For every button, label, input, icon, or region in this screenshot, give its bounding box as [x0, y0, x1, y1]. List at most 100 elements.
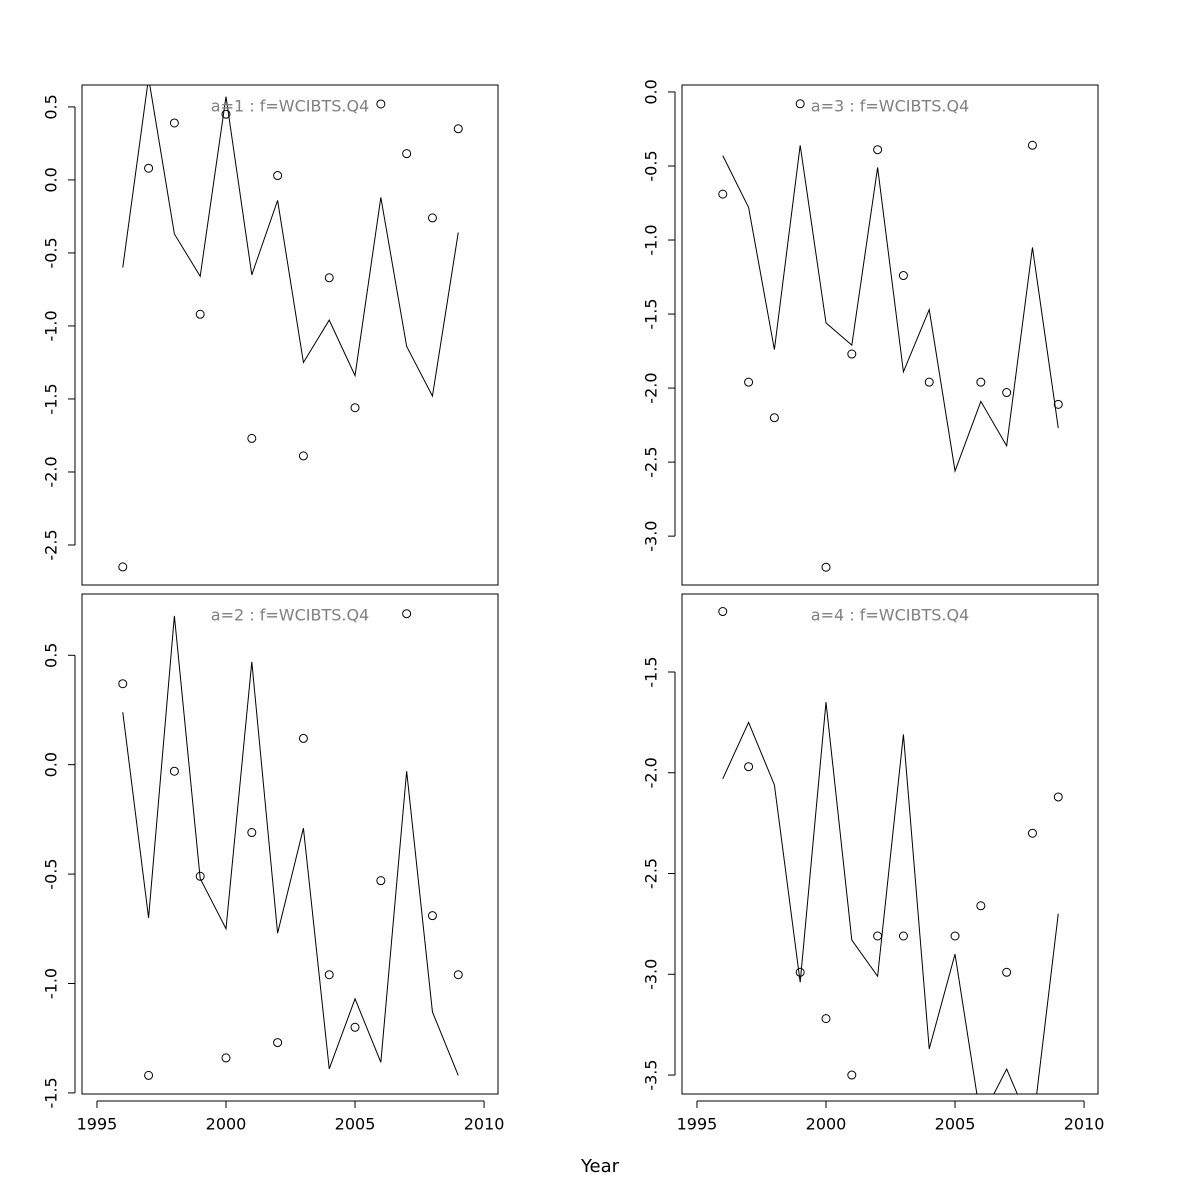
observed-point — [1053, 792, 1063, 802]
plot-frame — [81, 84, 499, 586]
y-tick-label: -2.0 — [642, 372, 661, 403]
observed-point — [350, 403, 360, 413]
y-tick-label: -1.0 — [42, 968, 61, 999]
observed-point — [402, 609, 412, 619]
panel-title: a=2 : f=WCIBTS.Q4 — [211, 606, 369, 625]
observed-point — [195, 871, 205, 881]
fit-line — [722, 145, 1059, 473]
panel-title: a=4 : f=WCIBTS.Q4 — [811, 606, 969, 625]
observed-point — [247, 433, 257, 443]
observed-point — [1027, 140, 1037, 150]
y-tick-label: -1.5 — [42, 1077, 61, 1108]
plot-area — [718, 607, 1063, 1094]
y-tick-label: -2.5 — [42, 529, 61, 560]
y-tick-label: -3.5 — [642, 1059, 661, 1090]
x-tick-label: 1995 — [677, 1115, 718, 1134]
observed-point — [298, 451, 308, 461]
observed-point — [376, 99, 386, 109]
observed-point — [376, 876, 386, 886]
y-tick-label: 0.5 — [42, 94, 61, 119]
observed-point — [847, 1070, 857, 1080]
y-tick-label: -0.5 — [42, 237, 61, 268]
panel: a=1 : f=WCIBTS.Q4 0.5 0.0 -0.5 -1.0 -1.5 -2.0 -… — [42, 84, 499, 586]
observed-point — [402, 149, 412, 159]
panel-title: a=1 : f=WCIBTS.Q4 — [211, 97, 369, 116]
y-tick-label: 0.0 — [642, 79, 661, 104]
observed-point — [427, 213, 437, 223]
y-tick-label: -1.5 — [42, 383, 61, 414]
observed-point — [924, 377, 934, 387]
observed-point — [324, 273, 334, 283]
observed-point — [718, 189, 728, 199]
x-tick-label: 2005 — [935, 1115, 976, 1134]
y-tick-label: -0.5 — [42, 858, 61, 889]
y-tick-label: 0.0 — [42, 752, 61, 777]
observed-point — [898, 931, 908, 941]
observed-point — [1002, 967, 1012, 977]
observed-point — [221, 1053, 231, 1063]
y-tick-label: -3.0 — [642, 521, 661, 552]
x-tick-label: 2010 — [1064, 1115, 1105, 1134]
fit-line — [122, 615, 459, 1076]
panel: a=2 : f=WCIBTS.Q4 0.5 0.0 -0.5 -1.0 -1.5 1995 2… — [42, 593, 505, 1134]
y-tick-label: -2.0 — [42, 456, 61, 487]
plot-area — [118, 609, 463, 1080]
observed-point — [976, 377, 986, 387]
observed-point — [118, 679, 128, 689]
observed-point — [169, 766, 179, 776]
x-axis-label: Year — [580, 1156, 620, 1177]
observed-point — [273, 171, 283, 181]
observed-point — [795, 99, 805, 109]
observed-point — [453, 124, 463, 134]
observed-point — [118, 562, 128, 572]
observed-point — [144, 163, 154, 173]
observed-point — [898, 271, 908, 281]
plot-frame — [81, 593, 499, 1095]
y-tick-label: -1.5 — [642, 656, 661, 687]
observed-point — [453, 970, 463, 980]
observed-point — [873, 145, 883, 155]
fit-line — [722, 702, 1059, 1094]
y-tick-label: -2.5 — [642, 858, 661, 889]
observed-point — [324, 970, 334, 980]
observed-point — [873, 931, 883, 941]
observed-point — [1053, 399, 1063, 409]
observed-point — [795, 967, 805, 977]
x-tick-label: 2010 — [464, 1115, 505, 1134]
observed-point — [1002, 388, 1012, 398]
y-tick-label: -1.0 — [42, 310, 61, 341]
observed-point — [976, 901, 986, 911]
y-tick-label: -3.0 — [642, 959, 661, 990]
observed-point — [821, 562, 831, 572]
panel: a=3 : f=WCIBTS.Q4 0.0 -0.5 -1.0 -1.5 -2.0 -2.5… — [642, 79, 1099, 586]
y-tick-label: 0.0 — [42, 167, 61, 192]
plot-area — [118, 85, 463, 572]
plot-frame — [681, 593, 1099, 1095]
observed-point — [821, 1014, 831, 1024]
observed-point — [744, 762, 754, 772]
observed-point — [847, 349, 857, 359]
plot-frame — [681, 84, 1099, 586]
plot-area — [718, 99, 1063, 572]
observed-point — [221, 109, 231, 119]
observed-point — [744, 377, 754, 387]
observed-point — [195, 309, 205, 319]
observed-point — [144, 1070, 154, 1080]
observed-point — [273, 1038, 283, 1048]
fit-line — [122, 85, 459, 398]
panel-title: a=3 : f=WCIBTS.Q4 — [811, 97, 969, 116]
panel: a=4 : f=WCIBTS.Q4 -1.5 -2.0 -2.5 -3.0 -3.5 199… — [642, 593, 1105, 1134]
y-tick-label: -1.5 — [642, 298, 661, 329]
observed-point — [427, 911, 437, 921]
x-tick-label: 1995 — [77, 1115, 118, 1134]
y-tick-label: -2.5 — [642, 447, 661, 478]
observed-point — [769, 413, 779, 423]
observed-point — [350, 1022, 360, 1032]
observed-point — [169, 118, 179, 128]
x-tick-label: 2000 — [806, 1115, 847, 1134]
x-tick-label: 2000 — [206, 1115, 247, 1134]
observed-point — [247, 828, 257, 838]
y-tick-label: 0.5 — [42, 643, 61, 668]
